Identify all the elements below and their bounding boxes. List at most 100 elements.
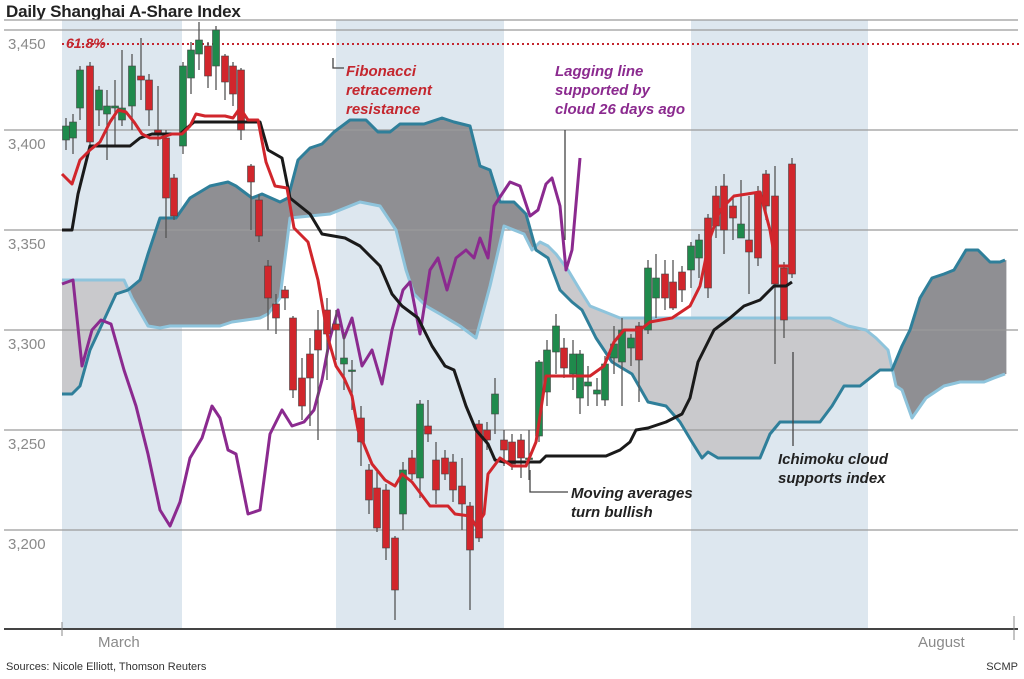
candle bbox=[95, 89, 103, 111]
fast-moving-average-line bbox=[60, 106, 790, 528]
candle bbox=[272, 303, 280, 319]
candle bbox=[118, 107, 126, 121]
candle bbox=[449, 461, 457, 491]
candle bbox=[754, 191, 762, 259]
y-tick-label: 3,400 bbox=[8, 136, 46, 153]
candle bbox=[483, 429, 491, 441]
candle bbox=[179, 65, 187, 147]
candle bbox=[145, 79, 153, 111]
candle bbox=[137, 75, 145, 81]
annotation-line: supports index bbox=[778, 470, 886, 487]
candle bbox=[340, 357, 348, 365]
gridlines bbox=[4, 19, 1018, 531]
candle bbox=[86, 65, 94, 143]
annotation-line: Moving averages bbox=[571, 485, 693, 502]
candle bbox=[569, 353, 577, 375]
candle bbox=[729, 205, 737, 219]
candle bbox=[780, 267, 788, 321]
source-note: Sources: Nicole Elliott, Thomson Reuters bbox=[6, 661, 207, 673]
annotation-line: cloud 26 days ago bbox=[555, 101, 686, 118]
candle bbox=[128, 65, 136, 107]
chart-title: Daily Shanghai A-Share Index bbox=[6, 2, 241, 21]
x-tick-label-august: August bbox=[918, 634, 965, 651]
candle bbox=[669, 281, 677, 309]
candle bbox=[618, 329, 626, 363]
y-tick-label: 3,300 bbox=[8, 336, 46, 353]
annotation-line: Ichimoku cloud bbox=[778, 451, 889, 468]
candle bbox=[635, 325, 643, 361]
x-tick-label-march: March bbox=[98, 634, 140, 651]
slow-moving-average-line bbox=[62, 120, 793, 464]
candle bbox=[543, 349, 551, 393]
candle bbox=[584, 381, 592, 387]
candle bbox=[348, 369, 356, 372]
annotation-line: resistance bbox=[346, 101, 421, 118]
candle bbox=[162, 137, 170, 199]
candle bbox=[204, 45, 212, 77]
y-tick-label: 3,250 bbox=[8, 436, 46, 453]
candle bbox=[212, 29, 220, 67]
candle bbox=[365, 469, 373, 501]
candle bbox=[281, 289, 289, 299]
candle bbox=[416, 403, 424, 479]
moving-average-lines bbox=[60, 106, 793, 528]
candle bbox=[391, 537, 399, 591]
candle bbox=[306, 353, 314, 379]
candle bbox=[661, 273, 669, 299]
candle bbox=[500, 439, 508, 451]
annotation-leaders bbox=[332, 58, 794, 493]
ichimoku-annotation: Ichimoku cloud supports index bbox=[778, 450, 888, 488]
candle bbox=[458, 485, 466, 505]
candle bbox=[552, 325, 560, 353]
candle bbox=[103, 105, 111, 115]
candle bbox=[195, 39, 203, 55]
candle bbox=[560, 347, 568, 369]
candle bbox=[695, 239, 703, 259]
candle bbox=[408, 457, 416, 475]
candle bbox=[508, 441, 516, 465]
candle bbox=[237, 69, 245, 131]
annotation-line: Lagging line bbox=[555, 63, 644, 80]
y-tick-label: 3,450 bbox=[8, 36, 46, 53]
publisher-credit: SCMP bbox=[986, 661, 1018, 673]
candle bbox=[678, 271, 686, 291]
candle bbox=[332, 323, 340, 331]
fibonacci-level-label: 61.8% bbox=[66, 35, 106, 51]
candle bbox=[170, 177, 178, 217]
candle bbox=[314, 329, 322, 351]
candle bbox=[788, 163, 796, 275]
candle bbox=[745, 239, 753, 253]
candle bbox=[264, 265, 272, 299]
candle bbox=[517, 439, 525, 459]
candle bbox=[737, 223, 745, 239]
candle bbox=[627, 337, 635, 349]
candle bbox=[221, 55, 229, 83]
y-tick-label: 3,350 bbox=[8, 236, 46, 253]
candle bbox=[475, 423, 483, 539]
candle bbox=[652, 277, 660, 299]
candle bbox=[687, 245, 695, 271]
candle bbox=[593, 389, 601, 395]
candle bbox=[644, 267, 652, 331]
candle bbox=[466, 505, 474, 551]
candle bbox=[298, 377, 306, 407]
annotation-line: Fibonacci bbox=[346, 63, 417, 80]
candle bbox=[247, 165, 255, 183]
candle bbox=[69, 121, 77, 139]
candle bbox=[187, 49, 195, 79]
candle bbox=[441, 457, 449, 475]
candle bbox=[382, 489, 390, 549]
lagging-line-annotation: Lagging line supported by cloud 26 days … bbox=[555, 62, 685, 119]
candle bbox=[255, 199, 263, 237]
candle bbox=[111, 105, 119, 109]
candle bbox=[601, 363, 609, 401]
candle bbox=[762, 173, 770, 207]
cloud-span-a-line bbox=[62, 116, 1006, 460]
candle bbox=[62, 125, 70, 141]
candle bbox=[424, 425, 432, 435]
candle bbox=[373, 487, 381, 529]
candle bbox=[289, 317, 297, 391]
candle bbox=[76, 69, 84, 109]
moving-averages-annotation: Moving averages turn bullish bbox=[571, 484, 693, 522]
